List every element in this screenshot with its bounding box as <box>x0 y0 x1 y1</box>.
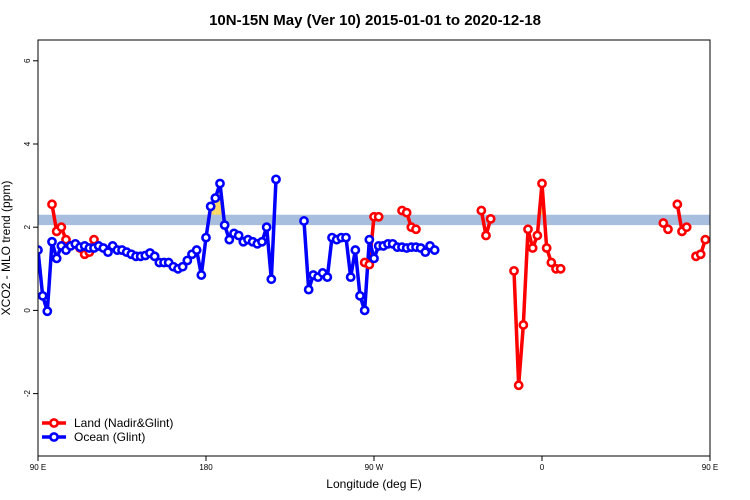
ocean-data-point <box>177 261 188 272</box>
ocean-data-point <box>233 230 244 241</box>
ocean-data-point <box>191 245 202 255</box>
chart-title: 10N-15N May (Ver 10) 2015-01-01 to 2020-… <box>209 12 541 29</box>
ocean-data-point <box>303 284 314 295</box>
land-data-point <box>485 213 496 224</box>
ocean-data-point <box>210 193 221 203</box>
ocean-data-point <box>224 234 235 245</box>
land-data-point <box>509 265 519 276</box>
ocean-data-point <box>341 232 351 243</box>
ocean-data-point <box>201 232 211 243</box>
ocean-data-point <box>215 178 225 189</box>
x-tick-label: 90 E <box>702 463 718 472</box>
land-data-point <box>373 211 384 222</box>
ocean-data-point <box>420 247 431 258</box>
land-data-point <box>527 243 538 253</box>
ocean-data-point <box>261 222 272 233</box>
ocean-data-point <box>219 220 230 231</box>
land-data-point <box>672 199 683 210</box>
y-tick-label: 4 <box>23 141 32 146</box>
plot-frame <box>37 39 711 457</box>
ocean-data-point <box>42 306 53 317</box>
land-data-point <box>513 380 524 391</box>
ocean-data-point <box>350 245 361 255</box>
ocean-data-point <box>364 234 375 245</box>
x-tick-label: 180 <box>199 463 213 472</box>
land-data-point <box>663 224 673 235</box>
ocean-data-point <box>271 174 281 185</box>
legend: Land (Nadir&Glint)Ocean (Glint) <box>42 416 173 444</box>
y-tick-label: 6 <box>23 58 32 63</box>
land-data-point <box>700 234 710 245</box>
ocean-data-point <box>266 274 277 285</box>
y-tick-label: 0 <box>23 308 32 313</box>
ocean-data-point <box>322 272 333 283</box>
x-tick-label: 90 E <box>30 463 46 472</box>
land-data-point <box>47 199 57 210</box>
ocean-data-point <box>38 290 48 301</box>
ocean-data-point <box>182 255 193 266</box>
x-tick-label: 90 W <box>365 463 384 472</box>
legend-marker <box>49 418 59 428</box>
ocean-data-point <box>149 251 160 262</box>
ocean-data-point <box>47 236 57 247</box>
land-data-point <box>546 257 557 268</box>
land-data-point <box>537 178 547 189</box>
y-tick-label: 2 <box>23 224 32 229</box>
land-data-point <box>364 259 375 270</box>
land-data-point <box>411 224 421 235</box>
x-axis-label: Longitude (deg E) <box>326 477 421 491</box>
ocean-data-point <box>369 253 379 264</box>
land-data-point <box>401 207 412 218</box>
ocean-data-point <box>345 272 356 283</box>
ocean-data-point <box>355 290 365 301</box>
land-data-point <box>518 320 529 330</box>
land-series-line <box>512 181 563 388</box>
ocean-data-point <box>257 236 267 247</box>
land-data-point <box>61 234 71 245</box>
land-data-point <box>476 205 487 216</box>
legend-label: Ocean (Glint) <box>74 430 145 444</box>
legend-label: Land (Nadir&Glint) <box>74 416 173 430</box>
ocean-data-point <box>51 253 62 264</box>
y-tick-label: -2 <box>23 389 32 397</box>
land-data-point <box>555 263 566 274</box>
land-data-point <box>695 249 706 260</box>
y-axis-label: XCO2 - MLO trend (ppm) <box>0 181 13 316</box>
land-data-point <box>681 222 692 233</box>
land-data-point <box>658 218 669 228</box>
x-tick-label: 0 <box>540 463 545 472</box>
ocean-data-point <box>103 247 113 258</box>
land-data-point <box>523 224 533 235</box>
ocean-data-point <box>205 201 216 212</box>
land-data-point <box>541 243 552 253</box>
ocean-data-point <box>299 216 309 226</box>
land-data-point <box>532 230 543 241</box>
legend-marker <box>49 432 59 442</box>
ocean-data-point <box>429 245 440 255</box>
land-data-point <box>481 230 491 241</box>
ocean-data-point <box>359 305 370 316</box>
land-data-point <box>56 222 67 233</box>
ocean-data-point <box>196 270 207 280</box>
